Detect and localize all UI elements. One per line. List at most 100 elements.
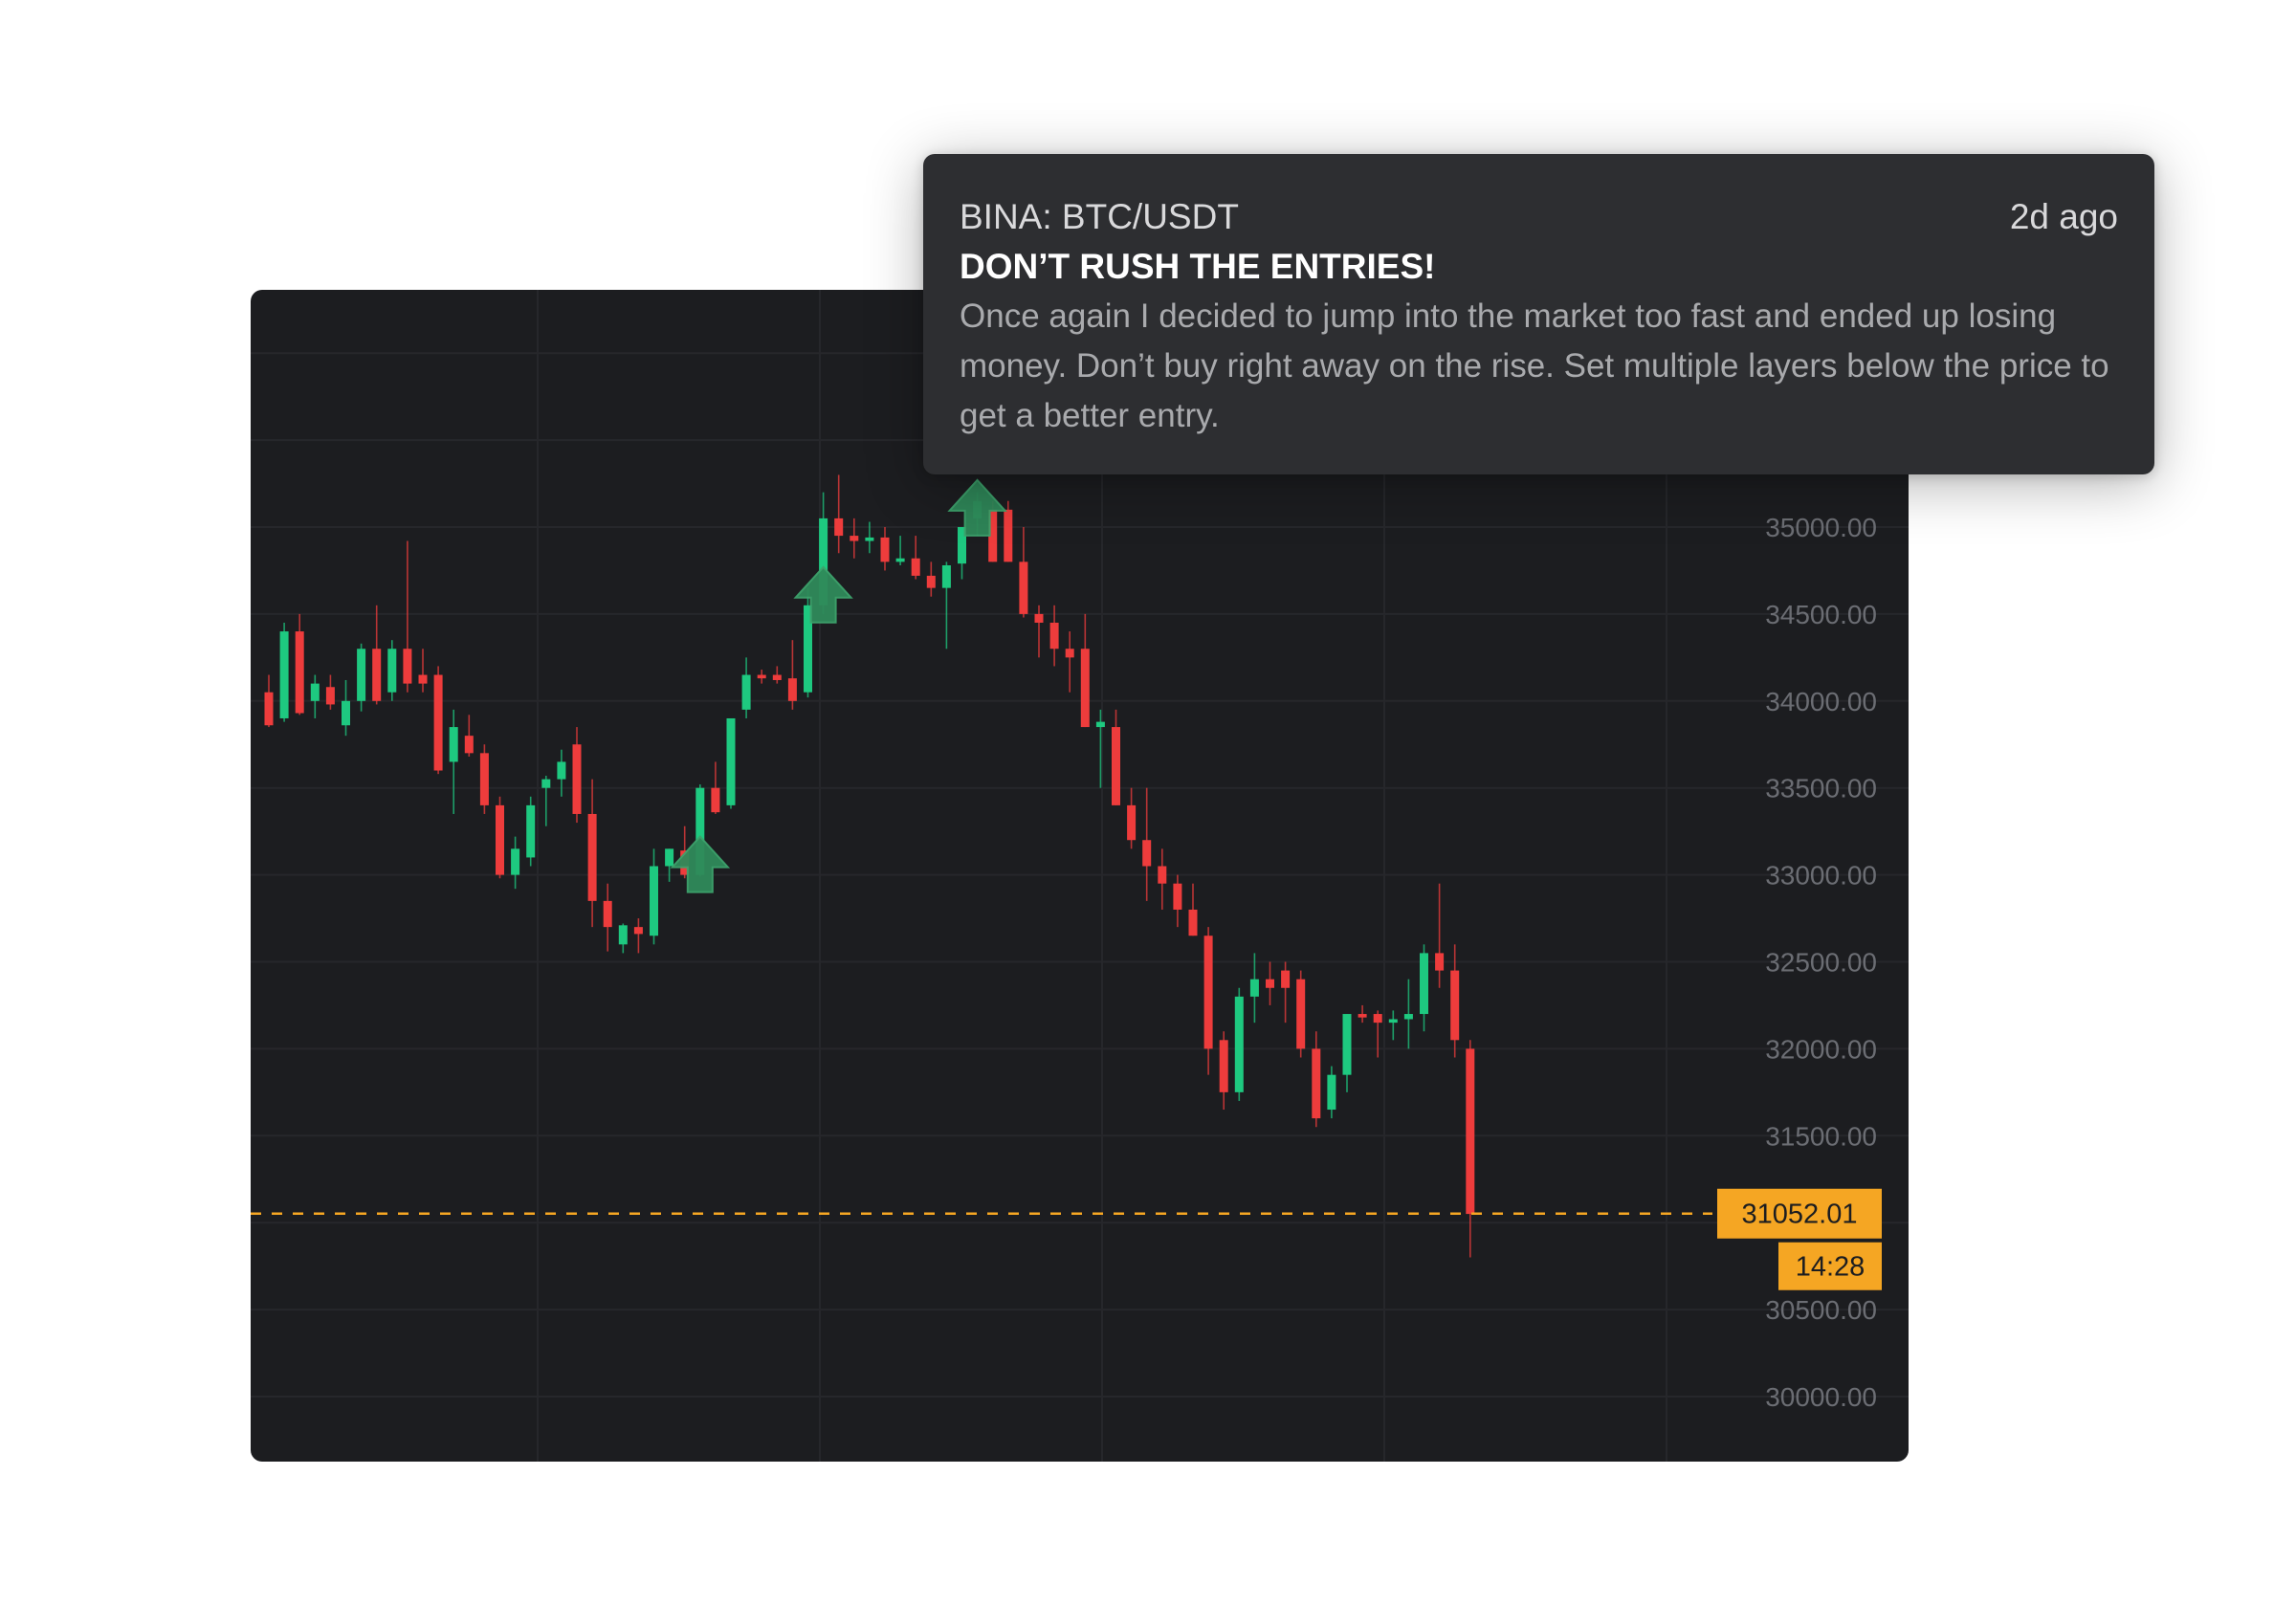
- current-price-indicator: 31052.01 14:28: [251, 1188, 1882, 1290]
- candle-body: [650, 866, 658, 936]
- buy-arrow-icon: [670, 835, 731, 893]
- candle-10: [418, 649, 428, 693]
- candle-body: [418, 674, 428, 684]
- candle-body: [1388, 1019, 1398, 1024]
- candle-body: [880, 537, 890, 562]
- candle-body: [1296, 979, 1306, 1049]
- candle-70: [1342, 1014, 1352, 1092]
- candle-body: [1127, 804, 1137, 841]
- y-tick-label-1: 34500.00: [1765, 600, 1877, 629]
- candle-23: [618, 923, 628, 954]
- current-price-label: 31052.01: [1742, 1200, 1858, 1230]
- candle-body: [1373, 1014, 1382, 1024]
- candle-5: [342, 679, 350, 737]
- candle-body: [1358, 1014, 1367, 1018]
- candle-body: [850, 536, 859, 541]
- candle-body: [1281, 970, 1291, 988]
- candle-body: [772, 674, 782, 680]
- candle-6: [357, 643, 366, 712]
- candle-65: [1266, 961, 1274, 1005]
- candle-1: [279, 622, 289, 722]
- candle-0: [264, 674, 274, 728]
- candle-76: [1435, 883, 1445, 988]
- candle-44: [941, 561, 951, 649]
- candle-78: [1466, 1040, 1475, 1258]
- candle-body: [1312, 1048, 1321, 1119]
- candle-3: [310, 674, 320, 718]
- candle-body: [741, 674, 751, 710]
- candle-body: [665, 848, 674, 867]
- candle-68: [1312, 1031, 1321, 1128]
- candle-body: [926, 575, 936, 588]
- candle-71: [1358, 1004, 1367, 1024]
- candle-body: [310, 683, 320, 701]
- candle-49: [1019, 527, 1028, 618]
- candle-body: [1034, 613, 1044, 623]
- candle-43: [926, 561, 936, 597]
- candle-body: [1095, 721, 1105, 728]
- candle-18: [541, 775, 551, 826]
- candle-body: [787, 678, 797, 701]
- y-tick-label-5: 32500.00: [1765, 948, 1877, 978]
- candle-body: [1173, 883, 1182, 910]
- candle-body: [264, 692, 274, 726]
- candle-29: [711, 761, 720, 814]
- candle-39: [865, 521, 874, 554]
- candle-body: [1080, 649, 1090, 728]
- y-tick-label-0: 35000.00: [1765, 513, 1877, 542]
- candle-13: [464, 715, 474, 757]
- candles: [264, 474, 1475, 1258]
- y-tick-label-7: 31500.00: [1765, 1121, 1877, 1151]
- candle-38: [850, 517, 859, 559]
- note-timestamp: 2d ago: [2009, 197, 2118, 236]
- candle-25: [650, 848, 658, 945]
- candle-body: [1266, 979, 1274, 988]
- candle-30: [726, 717, 736, 809]
- candle-body: [941, 564, 951, 588]
- candle-body: [1249, 979, 1259, 997]
- candle-body: [1049, 622, 1059, 649]
- candle-body: [958, 527, 966, 564]
- candle-body: [1188, 909, 1198, 936]
- note-symbol: BINA: BTC/USDT: [960, 197, 1239, 236]
- y-tick-label-3: 33500.00: [1765, 774, 1877, 804]
- candle-61: [1203, 927, 1213, 1075]
- candle-body: [1203, 936, 1213, 1049]
- candle-67: [1296, 970, 1306, 1058]
- candle-35: [804, 587, 812, 698]
- candle-15: [496, 796, 504, 879]
- candle-body: [819, 517, 828, 605]
- candle-body: [726, 717, 736, 805]
- candle-55: [1112, 709, 1120, 805]
- candle-body: [804, 605, 812, 693]
- candlestick-chart: 35000.00 34500.00 34000.00 33500.00 33000.00…: [251, 290, 1909, 1462]
- candle-56: [1127, 787, 1137, 849]
- buy-arrow-icon: [793, 565, 853, 624]
- candle-48: [1004, 500, 1013, 562]
- candle-9: [403, 540, 412, 693]
- y-axis: 35000.00 34500.00 34000.00 33500.00 33000.00…: [1765, 513, 1877, 1412]
- candle-45: [958, 527, 966, 580]
- trade-note-card[interactable]: BINA: BTC/USDT 2d ago DON’T RUSH THE ENT…: [923, 154, 2154, 474]
- candle-body: [541, 779, 551, 788]
- candle-body: [342, 700, 350, 726]
- candle-body: [403, 649, 412, 684]
- candle-58: [1158, 848, 1167, 910]
- candle-72: [1373, 1010, 1382, 1058]
- candle-body: [433, 674, 443, 771]
- candle-57: [1142, 787, 1152, 901]
- candle-body: [603, 900, 612, 928]
- candle-body: [1158, 866, 1167, 884]
- note-body: Once again I decided to jump into the ma…: [960, 297, 2109, 434]
- candle-body: [865, 537, 874, 541]
- candle-body: [557, 761, 566, 780]
- y-tick-label-9: 30000.00: [1765, 1382, 1877, 1412]
- candle-20: [572, 727, 582, 824]
- candle-50: [1034, 605, 1044, 658]
- candle-body: [526, 804, 536, 858]
- candle-body: [1466, 1048, 1475, 1215]
- candle-22: [603, 883, 612, 952]
- candle-body: [1019, 561, 1028, 614]
- candle-51: [1049, 605, 1059, 667]
- grid-lines: [251, 290, 1909, 1462]
